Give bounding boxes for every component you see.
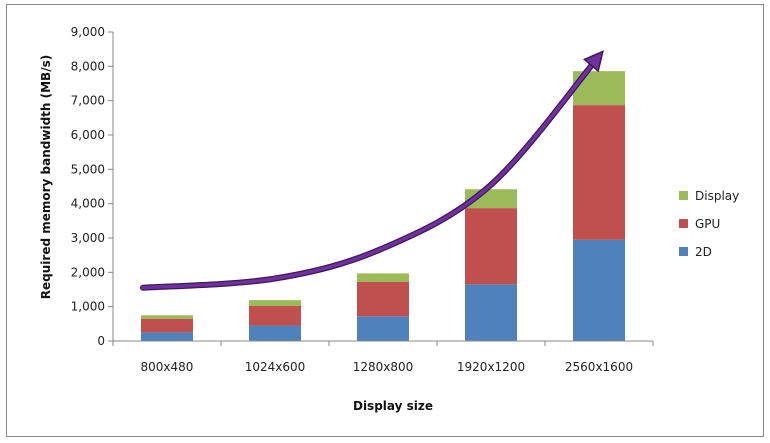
y-axis: 0 1,000 2,000 3,000 4,000 5,000 6,000 7,000 8,00… [71, 25, 114, 348]
stacked-bar-chart: 0 1,000 2,000 3,000 4,000 5,000 6,000 7,000 8,00… [39, 25, 739, 413]
legend-swatch [679, 247, 688, 256]
y-tick-label: 8,000 [71, 59, 105, 73]
bar-segment [141, 332, 193, 341]
y-tick-label: 9,000 [71, 25, 105, 39]
bar-segment [465, 208, 517, 285]
trend-arrow [140, 50, 604, 291]
bar-segment [357, 281, 409, 317]
y-axis-title: Required memory bandwidth (MB/s) [39, 55, 53, 299]
y-tick-label: 5,000 [71, 162, 105, 176]
legend-label: GPU [695, 217, 720, 231]
bar-segment [357, 273, 409, 282]
arrow-head-icon [582, 50, 604, 73]
bar-segment [573, 105, 625, 240]
x-axis: 800x480 1024x600 1280x800 1920x1200 2560x160… [112, 340, 654, 374]
x-tick-label: 800x480 [141, 360, 194, 374]
bar-segment [141, 315, 193, 319]
legend-label: Display [695, 189, 739, 203]
bar-segment [357, 316, 409, 341]
legend: Display GPU 2D [679, 189, 739, 259]
y-tick-label: 1,000 [71, 300, 105, 314]
bar-segment [141, 318, 193, 333]
legend-swatch [679, 191, 688, 200]
y-tick-label: 3,000 [71, 231, 105, 245]
y-tick-label: 7,000 [71, 94, 105, 108]
x-tick-label: 2560x1600 [565, 360, 633, 374]
bar-segment [249, 325, 301, 341]
bar-segment [249, 300, 301, 306]
plot-area [141, 71, 625, 341]
chart-frame: 0 1,000 2,000 3,000 4,000 5,000 6,000 7,000 8,00… [6, 4, 764, 437]
bar-segment [465, 284, 517, 341]
y-tick-label: 4,000 [71, 197, 105, 211]
x-tick-label: 1920x1200 [457, 360, 525, 374]
x-axis-title: Display size [353, 399, 433, 413]
bar-segment [249, 305, 301, 326]
x-tick-label: 1024x600 [245, 360, 306, 374]
y-tick-label: 0 [97, 334, 105, 348]
legend-swatch [679, 219, 688, 228]
legend-label: 2D [695, 245, 712, 259]
y-tick-label: 2,000 [71, 265, 105, 279]
bar-segment [573, 239, 625, 341]
trend-curve [141, 54, 601, 290]
y-tick-label: 6,000 [71, 128, 105, 142]
x-tick-label: 1280x800 [353, 360, 414, 374]
